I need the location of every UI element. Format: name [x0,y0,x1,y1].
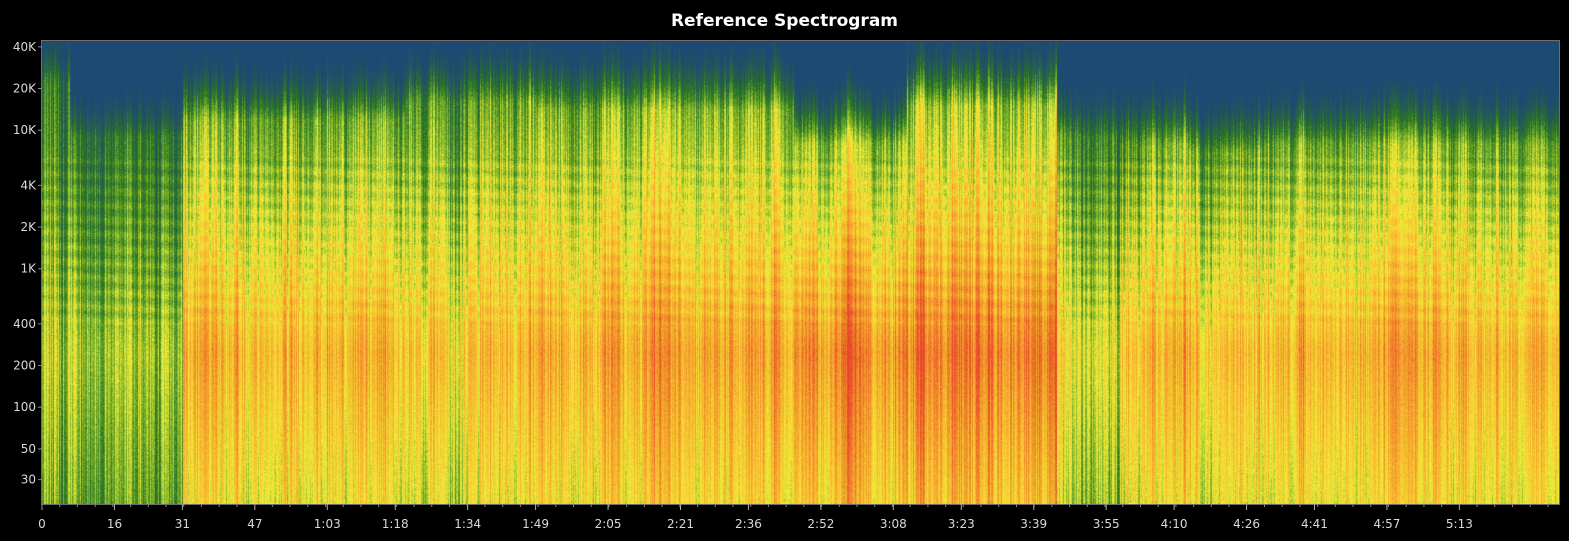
y-tick-label: 50 [21,442,36,456]
x-tick-label: 3:08 [880,517,907,531]
x-tick-label: 16 [107,517,122,531]
x-tick-label: 0 [38,517,46,531]
x-tick-label: 1:03 [314,517,341,531]
y-tick-label: 10K [13,123,37,137]
x-tick-label: 2:52 [807,517,834,531]
y-tick-label: 200 [13,359,36,373]
x-tick-label: 3:23 [948,517,975,531]
x-tick-label: 3:55 [1093,517,1120,531]
x-tick-label: 4:41 [1301,517,1328,531]
x-tick-label: 1:49 [522,517,549,531]
y-tick-label: 400 [13,317,36,331]
x-tick-label: 2:05 [595,517,622,531]
x-tick-label: 3:39 [1020,517,1047,531]
x-tick-label: 31 [175,517,190,531]
x-tick-label: 1:18 [382,517,409,531]
x-tick-label: 4:26 [1233,517,1260,531]
chart-title: Reference Spectrogram [670,11,899,31]
y-tick-label: 30 [21,473,36,487]
spectrogram-heatmap [42,41,1559,504]
x-tick-label: 1:34 [454,517,481,531]
x-tick-label: 4:10 [1161,517,1188,531]
y-tick-label: 100 [13,400,36,414]
y-tick-label: 40K [13,40,37,54]
y-tick-label: 1K [20,262,37,276]
y-tick-label: 2K [20,220,37,234]
spectrogram-plot-area[interactable] [41,40,1560,505]
x-tick-label: 2:21 [667,517,694,531]
y-tick-label: 4K [20,178,37,192]
x-tick-label: 2:36 [735,517,762,531]
y-tick-label: 20K [13,82,37,96]
x-tick-label: 47 [247,517,262,531]
x-tick-label: 5:13 [1446,517,1473,531]
x-tick-label: 4:57 [1373,517,1400,531]
